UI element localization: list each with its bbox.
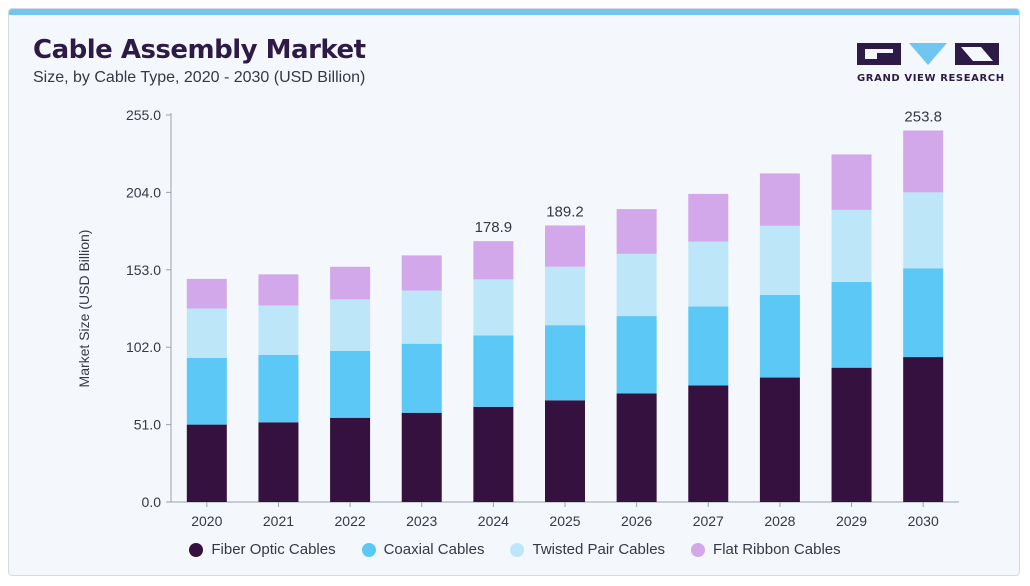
bar-twisted-pair-cables-2020	[186, 308, 227, 358]
bar-flat-ribbon-cables-2029	[831, 154, 872, 210]
legend-label: Fiber Optic Cables	[211, 541, 336, 558]
data-label-2030: 253.8	[904, 108, 942, 125]
legend-item: Fiber Optic Cables	[189, 541, 336, 558]
bar-coaxial-cables-2028	[759, 294, 800, 378]
data-label-2024: 178.9	[475, 219, 513, 236]
legend-label: Flat Ribbon Cables	[713, 541, 841, 558]
y-tick-label: 255.0	[126, 107, 161, 123]
chart-legend: Fiber Optic Cables Coaxial Cables Twisted …	[9, 541, 1019, 558]
bar-fiber-optic-cables-2026	[616, 393, 657, 502]
y-tick-label: 102.0	[126, 339, 161, 355]
x-tick-label: 2024	[478, 513, 509, 529]
bar-fiber-optic-cables-2030	[903, 357, 944, 502]
x-tick-label: 2021	[263, 513, 294, 529]
bar-coaxial-cables-2024	[473, 335, 514, 407]
bar-coaxial-cables-2027	[688, 306, 729, 386]
brand-logo-icon	[857, 43, 999, 65]
bar-fiber-optic-cables-2029	[831, 367, 872, 502]
bar-twisted-pair-cables-2027	[688, 241, 729, 307]
accent-bar	[9, 9, 1019, 15]
y-axis-title: Market Size (USD Billion)	[76, 230, 92, 388]
bar-twisted-pair-cables-2029	[831, 209, 872, 282]
y-tick-label: 51.0	[134, 417, 161, 433]
chart-subtitle: Size, by Cable Type, 2020 - 2030 (USD Bi…	[33, 69, 366, 86]
bar-flat-ribbon-cables-2024	[473, 241, 514, 280]
bar-flat-ribbon-cables-2023	[401, 255, 442, 291]
bar-flat-ribbon-cables-2030	[903, 130, 944, 193]
legend-label: Coaxial Cables	[383, 541, 485, 558]
bar-fiber-optic-cables-2025	[545, 400, 585, 502]
y-tick-label: 153.0	[126, 262, 161, 278]
bar-fiber-optic-cables-2028	[759, 377, 800, 502]
bar-fiber-optic-cables-2020	[186, 424, 227, 502]
brand-name: GRAND VIEW RESEARCH	[857, 73, 1005, 84]
bar-flat-ribbon-cables-2027	[688, 193, 729, 242]
legend-swatch	[361, 542, 376, 557]
stacked-bar-chart: 0.0 51.0 102.0 153.0 204.0 255.0 Market Size (…	[76, 107, 959, 529]
x-tick-label: 2025	[549, 513, 580, 529]
bar-twisted-pair-cables-2021	[258, 305, 299, 355]
data-label-2025: 189.2	[546, 203, 584, 220]
bar-twisted-pair-cables-2030	[903, 192, 944, 269]
bar-twisted-pair-cables-2023	[401, 290, 442, 344]
bar-fiber-optic-cables-2021	[258, 422, 299, 502]
bar-coaxial-cables-2020	[186, 357, 227, 425]
bar-fiber-optic-cables-2023	[401, 412, 442, 502]
bar-coaxial-cables-2026	[616, 316, 657, 394]
y-tick-label: 0.0	[142, 494, 162, 510]
bar-twisted-pair-cables-2024	[473, 279, 514, 336]
legend-item: Coaxial Cables	[361, 541, 485, 558]
x-tick-label: 2020	[191, 513, 222, 529]
bar-flat-ribbon-cables-2028	[759, 173, 800, 226]
brand-logo: GRAND VIEW RESEARCH	[857, 39, 1005, 89]
bar-flat-ribbon-cables-2020	[186, 278, 227, 309]
bar-coaxial-cables-2021	[258, 354, 299, 423]
legend-item: Flat Ribbon Cables	[691, 541, 841, 558]
bar-coaxial-cables-2030	[903, 268, 944, 358]
bar-fiber-optic-cables-2024	[473, 406, 514, 502]
bar-flat-ribbon-cables-2022	[330, 266, 371, 300]
legend-item: Twisted Pair Cables	[510, 541, 665, 558]
x-tick-label: 2023	[406, 513, 437, 529]
bar-twisted-pair-cables-2022	[330, 299, 371, 351]
bar-flat-ribbon-cables-2026	[616, 209, 657, 254]
bar-fiber-optic-cables-2027	[688, 385, 729, 502]
bar-flat-ribbon-cables-2021	[258, 274, 299, 306]
x-tick-label: 2022	[335, 513, 366, 529]
legend-swatch	[510, 542, 525, 557]
bar-fiber-optic-cables-2022	[330, 417, 371, 502]
legend-swatch	[691, 542, 706, 557]
bar-coaxial-cables-2022	[330, 350, 371, 418]
chart-title: Cable Assembly Market	[33, 35, 366, 65]
bar-twisted-pair-cables-2025	[545, 266, 585, 326]
x-tick-label: 2028	[764, 513, 795, 529]
bar-coaxial-cables-2025	[545, 325, 585, 401]
legend-swatch	[189, 542, 204, 557]
x-tick-label: 2029	[836, 513, 867, 529]
x-tick-label: 2030	[908, 513, 939, 529]
bar-coaxial-cables-2023	[401, 343, 442, 413]
x-tick-label: 2026	[621, 513, 652, 529]
bar-coaxial-cables-2029	[831, 281, 872, 368]
y-tick-label: 204.0	[126, 184, 161, 200]
bar-twisted-pair-cables-2028	[759, 225, 800, 295]
chart-card: Cable Assembly Market Size, by Cable Typ…	[8, 8, 1020, 576]
bar-flat-ribbon-cables-2025	[545, 225, 585, 267]
bar-twisted-pair-cables-2026	[616, 253, 657, 317]
x-tick-label: 2027	[693, 513, 724, 529]
legend-label: Twisted Pair Cables	[532, 541, 666, 558]
